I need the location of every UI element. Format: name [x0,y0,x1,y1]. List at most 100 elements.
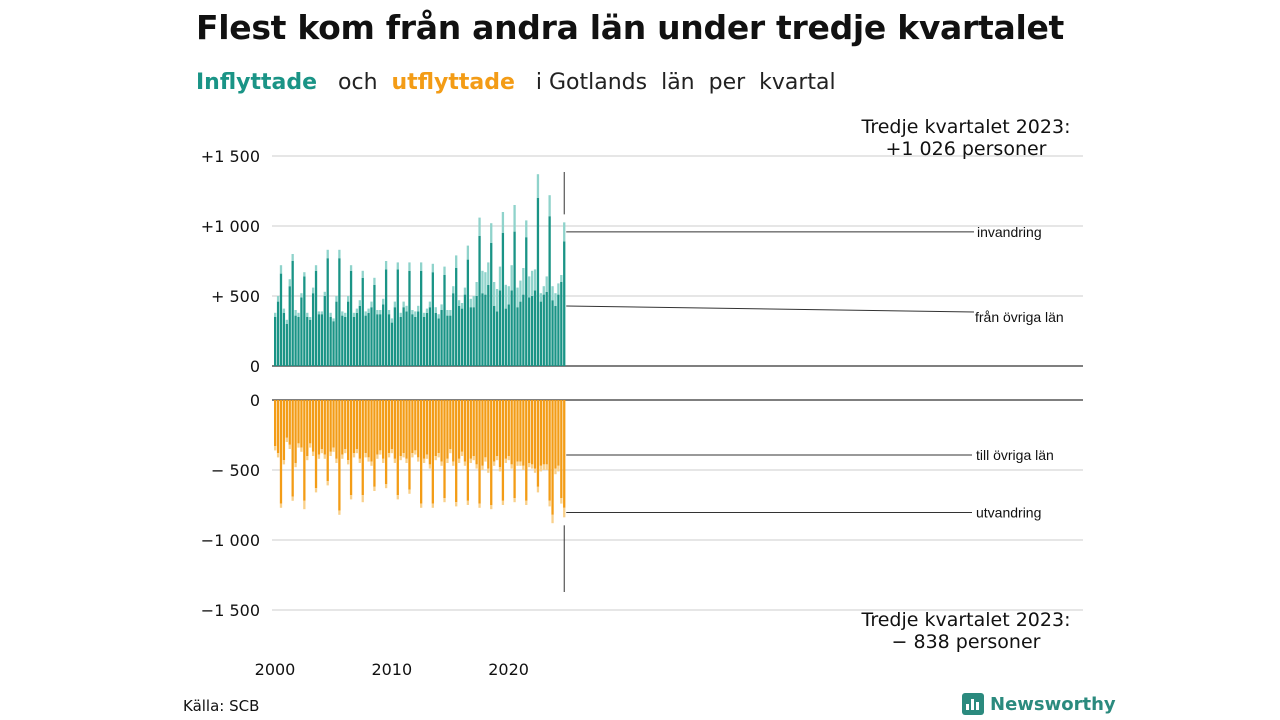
bar-outflow-domestic [437,400,440,454]
bar-inflow-immigration [379,310,382,315]
bar-inflow-immigration [551,286,554,301]
bar-outflow-domestic [525,400,528,501]
bar-inflow-domestic [501,233,505,366]
bar-outflow-emigration [434,456,437,461]
subtitle-and-label: och [338,70,378,95]
bar-outflow-domestic [463,400,467,462]
bar-inflow-domestic [539,301,543,366]
bar-inflow-immigration [495,289,499,312]
subtitle-rest: i Gotlands län per kvartal [535,70,836,95]
bar-outflow-emigration [364,453,367,458]
bar-inflow-immigration [387,310,391,315]
bar-inflow-domestic [399,317,402,366]
bar-inflow-domestic [528,297,531,366]
bar-inflow-domestic [355,312,359,366]
bar-inflow-domestic [510,290,513,366]
bar-outflow-emigration [469,458,472,463]
bar-inflow-domestic [358,305,361,366]
bar-outflow-domestic [282,400,286,461]
bar-outflow-domestic [443,400,446,498]
bar-outflow-domestic [347,400,350,461]
bar-inflow-domestic [536,198,540,366]
bar-outflow-domestic [367,400,370,458]
bar-inflow-immigration [484,272,487,295]
bar-inflow-immigration [440,304,443,310]
bar-inflow-domestic [557,294,560,366]
bar-outflow-domestic [507,400,510,456]
bar-outflow-domestic [370,400,373,462]
bar-outflow-emigration [323,454,326,459]
bar-outflow-domestic [428,400,432,465]
bar-inflow-domestic [314,270,318,366]
bar-inflow-domestic [542,294,545,366]
bar-outflow-domestic [490,400,493,505]
bar-inflow-domestic [455,268,458,366]
bar-inflow-immigration [288,279,291,287]
bar-outflow-domestic [493,400,496,462]
bar-outflow-emigration [484,457,487,462]
bar-outflow-emigration [487,468,490,473]
bar-inflow-domestic [341,315,344,366]
bar-inflow-immigration [425,308,429,313]
bar-inflow-immigration [297,312,300,317]
bar-inflow-immigration [405,305,408,312]
top-y-tick-label: +1 500 [201,147,260,166]
bar-inflow-immigration [311,287,315,294]
bar-outflow-emigration [425,454,429,459]
bar-inflow-immigration [396,262,399,270]
bottom-y-tick-label: − 500 [211,461,260,480]
bar-outflow-domestic [533,400,537,469]
bar-inflow-domestic [402,307,405,366]
bar-inflow-immigration [332,318,335,322]
bar-inflow-immigration [457,300,461,306]
bar-outflow-emigration [431,503,434,508]
bar-inflow-immigration [320,311,324,315]
bar-outflow-emigration [358,458,361,463]
bar-outflow-domestic [498,400,502,468]
bar-inflow-immigration [539,293,543,302]
bar-outflow-domestic [478,400,481,504]
series-label-from-domestic: från övriga län [975,309,1064,325]
bar-outflow-domestic [382,400,385,459]
bar-inflow-domestic [498,290,502,366]
bar-inflow-domestic [484,294,487,366]
bar-outflow-domestic [303,400,306,501]
bar-inflow-immigration [510,265,513,291]
bar-outflow-emigration [390,449,394,454]
bar-outflow-emigration [399,456,402,461]
bar-outflow-domestic [384,400,388,484]
bar-outflow-emigration [507,456,510,461]
bar-outflow-emigration [455,502,458,507]
bar-inflow-domestic [560,282,563,366]
bar-outflow-emigration [422,458,426,463]
bar-outflow-domestic [274,400,277,447]
series-label-immigration: invandring [977,224,1042,240]
bar-outflow-emigration [551,514,554,524]
bar-outflow-domestic [279,400,283,504]
bar-inflow-immigration [478,217,481,236]
bar-outflow-domestic [539,400,543,466]
bar-outflow-emigration [320,449,324,454]
bar-outflow-domestic [551,400,554,515]
bar-outflow-emigration [545,464,548,470]
bar-inflow-domestic [533,290,537,366]
bar-inflow-domestic [320,314,324,366]
bar-inflow-immigration [528,276,531,298]
bar-outflow-domestic [446,400,449,459]
bar-inflow-immigration [501,212,505,233]
bar-inflow-domestic [300,297,303,366]
bar-outflow-domestic [352,400,356,454]
chart-title: Flest kom från andra län under tredje kv… [196,8,1065,47]
bar-chart-icon [962,693,984,715]
bar-inflow-immigration [554,293,557,306]
bar-inflow-immigration [455,255,458,268]
bar-inflow-immigration [358,300,361,306]
bar-inflow-immigration [276,296,280,302]
bar-outflow-domestic [309,400,312,444]
bar-inflow-domestic [443,275,446,366]
bar-inflow-immigration [437,314,440,319]
bar-outflow-domestic [306,400,309,456]
bar-outflow-emigration [554,468,557,475]
bar-outflow-domestic [475,400,478,465]
bar-inflow-domestic [376,314,379,366]
